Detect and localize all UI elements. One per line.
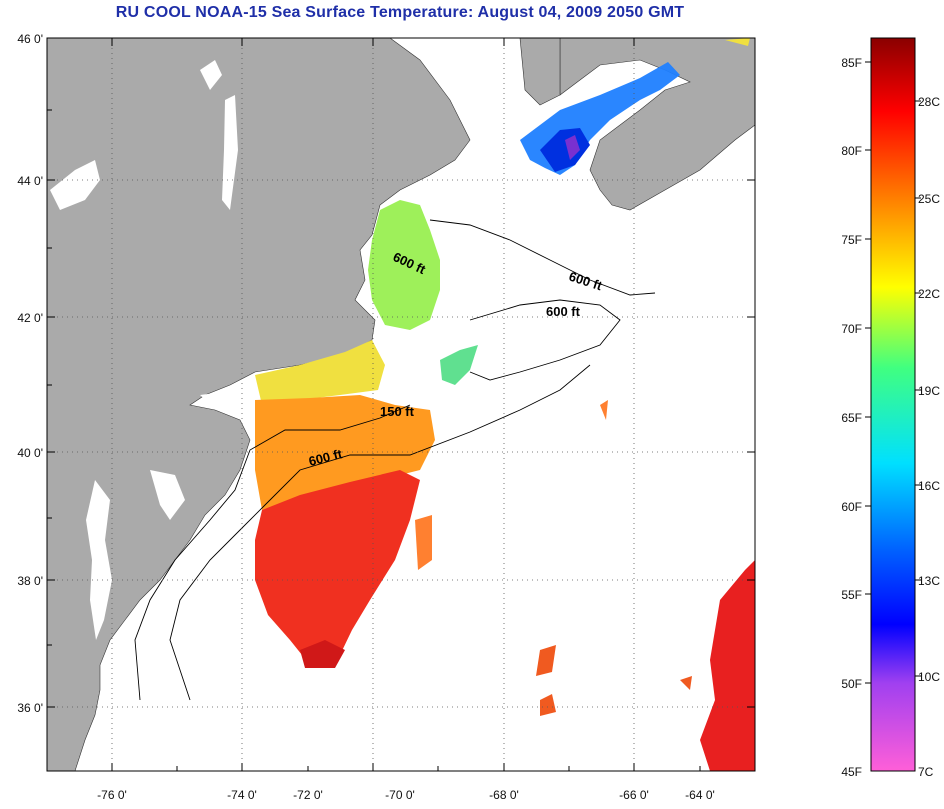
lon-label: -68 0' bbox=[489, 788, 519, 802]
chesapeake-bay bbox=[86, 480, 112, 640]
sst-gulf-of-maine-deep bbox=[540, 128, 590, 172]
lat-label: 40 0' bbox=[17, 446, 43, 460]
colorbar-c-label: 19C bbox=[918, 384, 940, 398]
sst-offshore-patch-6 bbox=[725, 38, 750, 46]
grid-lines bbox=[47, 38, 755, 771]
inland-lake-2 bbox=[200, 60, 222, 90]
colorbar-c-label: 28C bbox=[918, 95, 940, 109]
colorbar-c-label: 22C bbox=[918, 287, 940, 301]
sst-offshore-patch-1 bbox=[536, 645, 556, 676]
delaware-bay bbox=[150, 470, 185, 520]
sst-offshore-patch-3 bbox=[415, 515, 432, 570]
colorbar-f-label: 45F bbox=[841, 765, 862, 779]
colorbar-c-label: 25C bbox=[918, 192, 940, 206]
sst-slope-darkred bbox=[300, 640, 345, 668]
contour-600ft-gulf bbox=[429, 219, 656, 296]
contour-label: 150 ft bbox=[380, 404, 415, 419]
colorbar-c-label: 13C bbox=[918, 574, 940, 588]
lon-label: -74 0' bbox=[227, 788, 257, 802]
sst-gulf-of-maine-violet bbox=[565, 135, 580, 160]
sst-maine-coast-green bbox=[368, 200, 440, 330]
inland-lake-3 bbox=[222, 95, 238, 210]
lat-label: 36 0' bbox=[17, 701, 43, 715]
sst-mid-atlantic-orange bbox=[255, 395, 435, 510]
lon-label: -72 0' bbox=[293, 788, 323, 802]
colorbar bbox=[870, 37, 916, 772]
contour-600ft-georges bbox=[469, 299, 621, 381]
colorbar-f-label: 70F bbox=[841, 322, 862, 336]
land-us-mainland bbox=[47, 38, 471, 771]
colorbar-f-label: 75F bbox=[841, 233, 862, 247]
lat-label: 46 0' bbox=[17, 32, 43, 46]
colorbar-c-label: 7C bbox=[918, 765, 934, 779]
tick-marks bbox=[47, 37, 755, 771]
contour-label: 600 ft bbox=[546, 304, 581, 319]
land-nova-scotia-west bbox=[519, 38, 561, 106]
sst-offshore-patch-2 bbox=[540, 694, 556, 716]
colorbar-f-label: 50F bbox=[841, 677, 862, 691]
colorbar-ticks bbox=[865, 61, 921, 684]
sst-offshore-patch-5 bbox=[680, 676, 692, 690]
inland-lake-1 bbox=[50, 160, 100, 210]
lon-label: -70 0' bbox=[385, 788, 415, 802]
sst-slope-red bbox=[255, 470, 420, 665]
chart-title: RU COOL NOAA-15 Sea Surface Temperature:… bbox=[115, 4, 685, 21]
sst-offshore-patch-4 bbox=[600, 400, 608, 420]
colorbar-f-label: 80F bbox=[841, 144, 862, 158]
lat-label: 44 0' bbox=[17, 174, 43, 188]
colorbar-f-label: 85F bbox=[841, 56, 862, 70]
sst-georges-green bbox=[440, 345, 478, 385]
colorbar-c-label: 10C bbox=[918, 670, 940, 684]
sst-southern-new-england bbox=[255, 340, 385, 405]
sst-offshore-patch-se bbox=[700, 560, 755, 771]
contour-150ft bbox=[134, 404, 411, 701]
lon-label: -64 0' bbox=[685, 788, 715, 802]
plot-frame bbox=[46, 37, 756, 772]
colorbar-c-label: 16C bbox=[918, 479, 940, 493]
colorbar-f-label: 55F bbox=[841, 588, 862, 602]
lat-label: 42 0' bbox=[17, 311, 43, 325]
contour-600ft-shelf bbox=[169, 364, 591, 701]
land-canada bbox=[559, 38, 755, 211]
lat-label: 38 0' bbox=[17, 574, 43, 588]
lon-label: -76 0' bbox=[97, 788, 127, 802]
colorbar-f-label: 65F bbox=[841, 411, 862, 425]
lon-label: -66 0' bbox=[619, 788, 649, 802]
colorbar-f-label: 60F bbox=[841, 500, 862, 514]
